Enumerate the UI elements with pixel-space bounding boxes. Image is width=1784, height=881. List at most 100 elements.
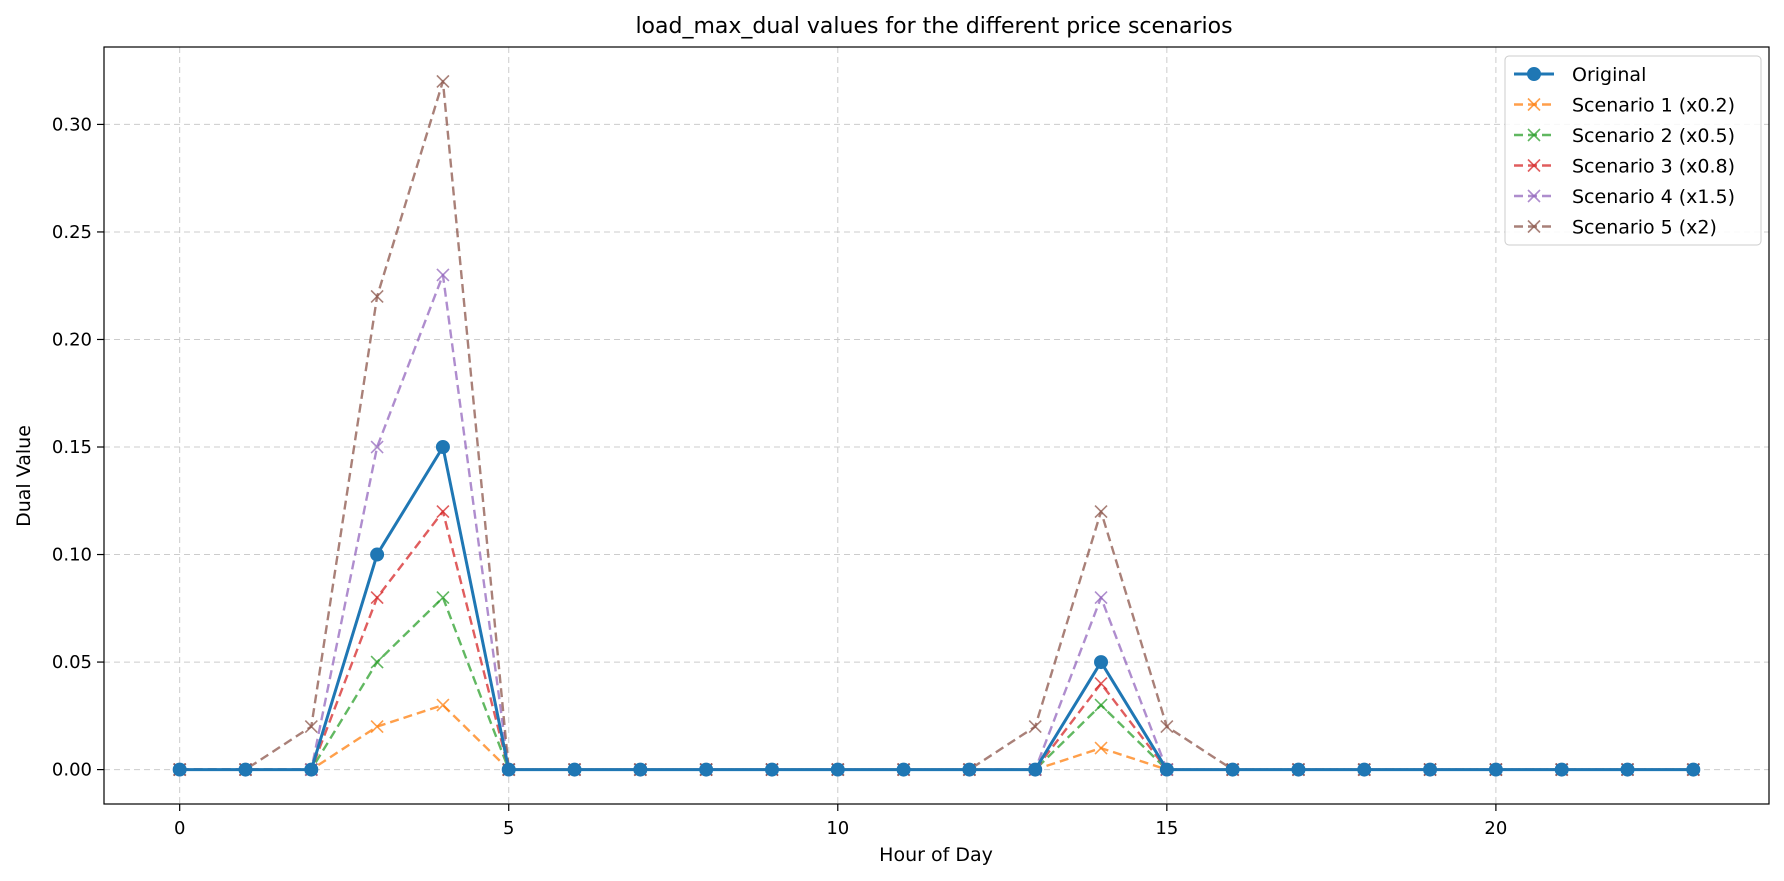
legend-box bbox=[1504, 55, 1762, 246]
marker-stroke bbox=[1094, 677, 1108, 691]
x-tick-label: 10 bbox=[826, 818, 849, 839]
legend-label: Scenario 5 (x2) bbox=[1572, 217, 1717, 239]
data-point bbox=[172, 762, 187, 777]
marker-stroke bbox=[1160, 720, 1174, 734]
marker-stroke bbox=[1527, 158, 1541, 173]
legend-marker bbox=[1527, 128, 1541, 142]
series-line bbox=[179, 703, 1694, 771]
series-line bbox=[179, 445, 1694, 772]
x-axis-label: Hour of Day bbox=[879, 844, 993, 866]
data-point bbox=[304, 762, 319, 777]
series-3 bbox=[173, 504, 1700, 777]
marker-stroke bbox=[1527, 128, 1541, 142]
legend-marker bbox=[1527, 219, 1541, 234]
data-point bbox=[436, 698, 450, 712]
legend-item: Scenario 3 (x0.8) bbox=[1514, 156, 1735, 178]
marker-stroke bbox=[1094, 741, 1108, 755]
x-tick-label: 20 bbox=[1484, 818, 1507, 839]
data-point bbox=[370, 590, 384, 605]
legend-item: Scenario 1 (x0.2) bbox=[1514, 95, 1735, 117]
y-tick-label: 0.30 bbox=[52, 114, 92, 135]
data-point bbox=[436, 268, 450, 282]
y-tick-label: 0.15 bbox=[52, 437, 92, 458]
data-point bbox=[1488, 762, 1503, 777]
data-point bbox=[1160, 720, 1174, 734]
x-tick-label: 5 bbox=[503, 818, 514, 839]
marker-stroke bbox=[436, 74, 450, 88]
y-axis-label: Dual Value bbox=[13, 425, 35, 527]
data-point bbox=[1159, 762, 1174, 777]
data-point bbox=[238, 762, 253, 777]
series-5 bbox=[173, 74, 1700, 777]
legend-label: Scenario 1 (x0.2) bbox=[1572, 95, 1735, 117]
marker-stroke bbox=[436, 504, 450, 519]
axes: 0 5 10 15 20 0.00 0.05 0.10 0.15 0.20 0.25 0.30 bbox=[52, 46, 1770, 839]
marker-stroke bbox=[1094, 590, 1108, 605]
marker-stroke bbox=[436, 268, 450, 282]
marker-stroke bbox=[1094, 504, 1108, 519]
series-layer bbox=[172, 74, 1701, 777]
data-point bbox=[370, 289, 384, 304]
series-line bbox=[179, 80, 1694, 771]
data-point bbox=[699, 762, 714, 777]
data-point bbox=[1423, 762, 1438, 777]
legend-marker bbox=[1527, 189, 1541, 203]
data-point bbox=[435, 440, 450, 455]
data-point bbox=[1554, 762, 1569, 777]
legend-marker bbox=[1527, 67, 1541, 81]
chart-title: load_max_dual values for the different p… bbox=[635, 14, 1232, 39]
marker-stroke bbox=[1527, 219, 1541, 234]
legend-item: Scenario 2 (x0.5) bbox=[1514, 125, 1735, 147]
series-2 bbox=[173, 590, 1700, 777]
data-point bbox=[1028, 720, 1042, 734]
marker-stroke bbox=[436, 698, 450, 712]
legend-marker bbox=[1527, 97, 1541, 112]
x-tick-label: 15 bbox=[1155, 818, 1178, 839]
marker-stroke bbox=[436, 590, 450, 605]
data-point bbox=[1094, 677, 1108, 691]
marker-stroke bbox=[370, 590, 384, 605]
legend-item: Scenario 5 (x2) bbox=[1514, 217, 1717, 239]
marker-stroke bbox=[304, 720, 318, 734]
marker-stroke bbox=[370, 289, 384, 304]
data-point bbox=[370, 440, 384, 454]
legend-label: Scenario 3 (x0.8) bbox=[1572, 156, 1735, 178]
data-point bbox=[304, 720, 318, 734]
data-point bbox=[436, 590, 450, 605]
legend-label: Scenario 2 (x0.5) bbox=[1572, 125, 1735, 147]
data-point bbox=[830, 762, 845, 777]
marker-stroke bbox=[370, 440, 384, 454]
data-point bbox=[370, 720, 384, 734]
data-point bbox=[1094, 504, 1108, 519]
data-point bbox=[764, 762, 779, 777]
legend-marker bbox=[1527, 158, 1541, 173]
data-point bbox=[501, 762, 516, 777]
data-point bbox=[633, 762, 648, 777]
legend-label: Original bbox=[1572, 64, 1646, 86]
marker-stroke bbox=[1094, 698, 1108, 712]
data-point bbox=[1357, 762, 1372, 777]
legend-item: Scenario 4 (x1.5) bbox=[1514, 186, 1735, 208]
series-4 bbox=[173, 268, 1700, 777]
y-tick-label: 0.00 bbox=[52, 760, 92, 781]
data-point bbox=[962, 762, 977, 777]
y-tick-label: 0.05 bbox=[52, 652, 92, 673]
data-point bbox=[1620, 762, 1635, 777]
series-1 bbox=[173, 698, 1700, 777]
legend-label: Scenario 4 (x1.5) bbox=[1572, 186, 1735, 208]
data-point bbox=[436, 74, 450, 88]
series-line bbox=[179, 273, 1694, 771]
series-line bbox=[179, 596, 1694, 771]
data-point bbox=[436, 504, 450, 519]
marker-stroke bbox=[370, 655, 384, 669]
marker-stroke bbox=[1028, 720, 1042, 734]
y-tick-label: 0.20 bbox=[52, 329, 92, 350]
plot-frame bbox=[103, 46, 1770, 805]
data-point bbox=[1094, 698, 1108, 712]
data-point bbox=[1094, 590, 1108, 605]
y-tick-label: 0.10 bbox=[52, 545, 92, 566]
series-0 bbox=[172, 440, 1701, 777]
data-point bbox=[1094, 655, 1109, 670]
marker-stroke bbox=[1527, 97, 1541, 112]
